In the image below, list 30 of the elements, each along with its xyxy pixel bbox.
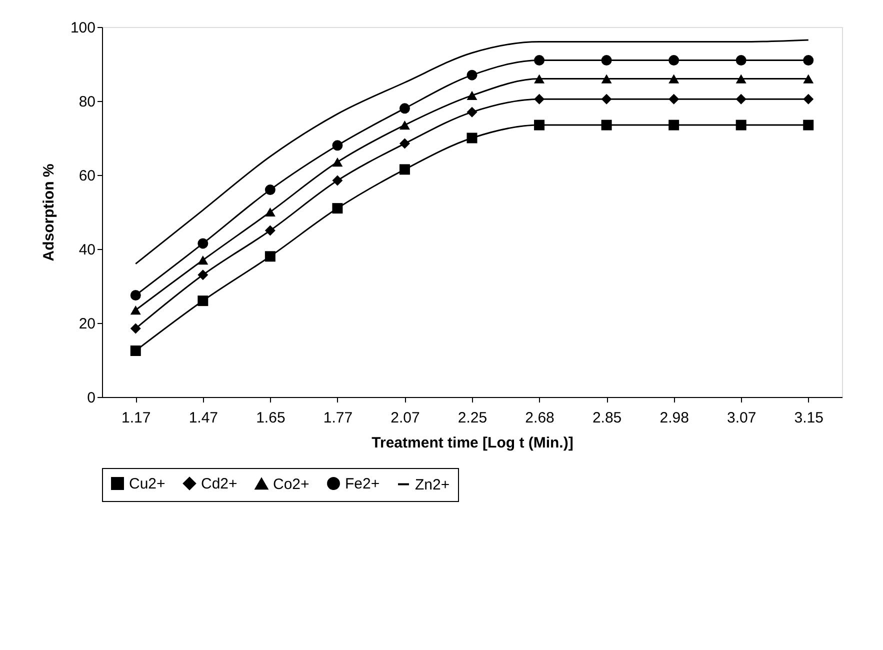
legend-label: Cu2+ [129, 476, 166, 493]
x-tick-label: 1.17 [122, 410, 151, 426]
y-tick-label: 60 [78, 168, 96, 184]
x-tick-label: 2.07 [390, 410, 420, 426]
x-axis-title: Treatment time [Log t (Min.)] [372, 434, 574, 452]
y-tick-label: 0 [87, 390, 96, 406]
point [803, 120, 814, 130]
x-tick-label: 1.77 [323, 410, 353, 426]
x-tick-label: 1.65 [256, 410, 286, 426]
point [130, 306, 141, 315]
legend-label: Zn2+ [415, 476, 450, 494]
y-tick-label: 40 [78, 242, 96, 258]
legend-label: Cd2+ [201, 476, 238, 493]
x-tick-label: 2.85 [592, 410, 622, 426]
x-tick-label: 2.68 [525, 410, 554, 426]
y-tick-label: 100 [70, 20, 96, 36]
x-tick-label: 3.15 [794, 410, 824, 426]
y-axis-title: Adsorption % [40, 164, 58, 262]
x-tick-label: 1.47 [188, 410, 218, 426]
y-tick-label: 80 [78, 94, 96, 110]
x-tick-label: 2.98 [660, 410, 689, 426]
point [130, 323, 141, 334]
legend-label: Fe2+ [345, 476, 380, 493]
point [803, 74, 814, 84]
x-tick-label: 2.25 [458, 410, 488, 426]
x-tick-label: 3.07 [726, 410, 756, 426]
point [130, 346, 141, 356]
line-series [134, 39, 810, 265]
y-tick-label: 20 [78, 316, 96, 332]
legend-label: Co2+ [273, 476, 310, 493]
